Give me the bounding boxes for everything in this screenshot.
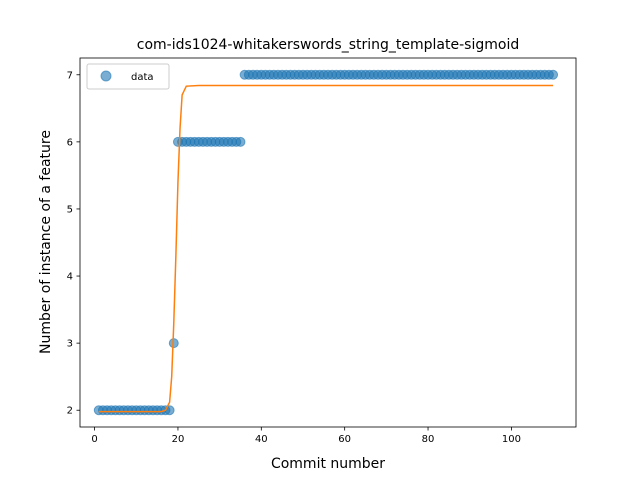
y-tick-label: 6	[67, 137, 73, 148]
x-tick-label: 100	[502, 434, 521, 445]
y-tick-label: 4	[67, 272, 73, 283]
y-tick-label: 5	[67, 204, 73, 215]
y-tick-label: 3	[67, 339, 73, 350]
legend-marker-data	[100, 70, 112, 82]
legend-frame	[86, 63, 170, 90]
legend: data	[86, 63, 170, 90]
y-tick-label: 7	[67, 70, 73, 81]
fit-line	[98, 84, 554, 413]
axes-frame	[79, 57, 577, 428]
chart-title: com-ids1024-whitakerswords_string_templa…	[137, 37, 519, 53]
data-point	[548, 69, 559, 80]
x-tick-label: 0	[91, 434, 97, 445]
y-axis-label: Number of instance of a feature	[38, 130, 54, 354]
x-axis-label: Commit number	[271, 456, 385, 472]
y-axis: 2 3 4 5 6 7	[67, 70, 80, 417]
plot-area	[79, 57, 577, 428]
x-tick-label: 60	[338, 434, 351, 445]
x-tick-label: 40	[255, 434, 268, 445]
y-tick-label: 2	[67, 406, 73, 417]
legend-label-data: data	[131, 72, 154, 83]
x-axis: 0 20 40 60 80 100	[91, 427, 521, 445]
data-point	[235, 136, 246, 147]
x-tick-label: 80	[422, 434, 435, 445]
x-tick-label: 20	[172, 434, 185, 445]
